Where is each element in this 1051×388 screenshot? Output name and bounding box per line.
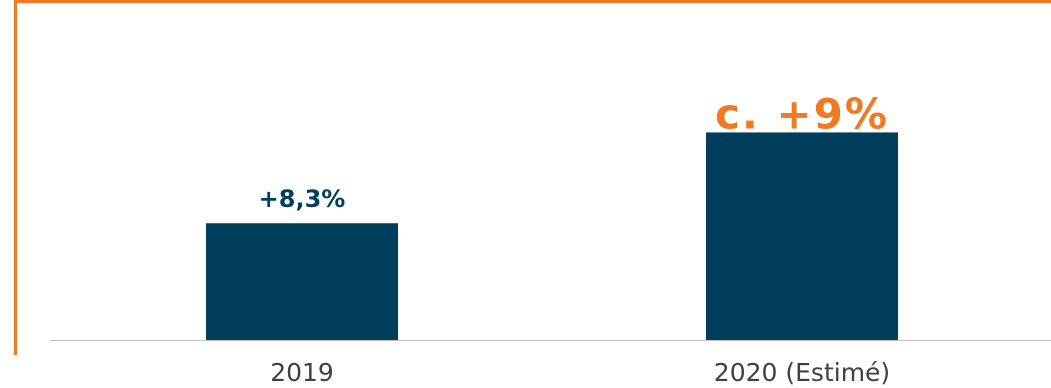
data-label-2020-estime: c. +9% [715,89,889,138]
frame-left-border [14,0,17,355]
frame-top-border [14,0,1051,3]
x-tick-label-2019: 2019 [270,358,334,387]
data-label-2019: +8,3% [259,185,346,213]
x-tick-label-2020-estime: 2020 (Estimé) [714,358,890,387]
bar-2020-estime [706,132,898,340]
bar-2019 [206,223,398,340]
